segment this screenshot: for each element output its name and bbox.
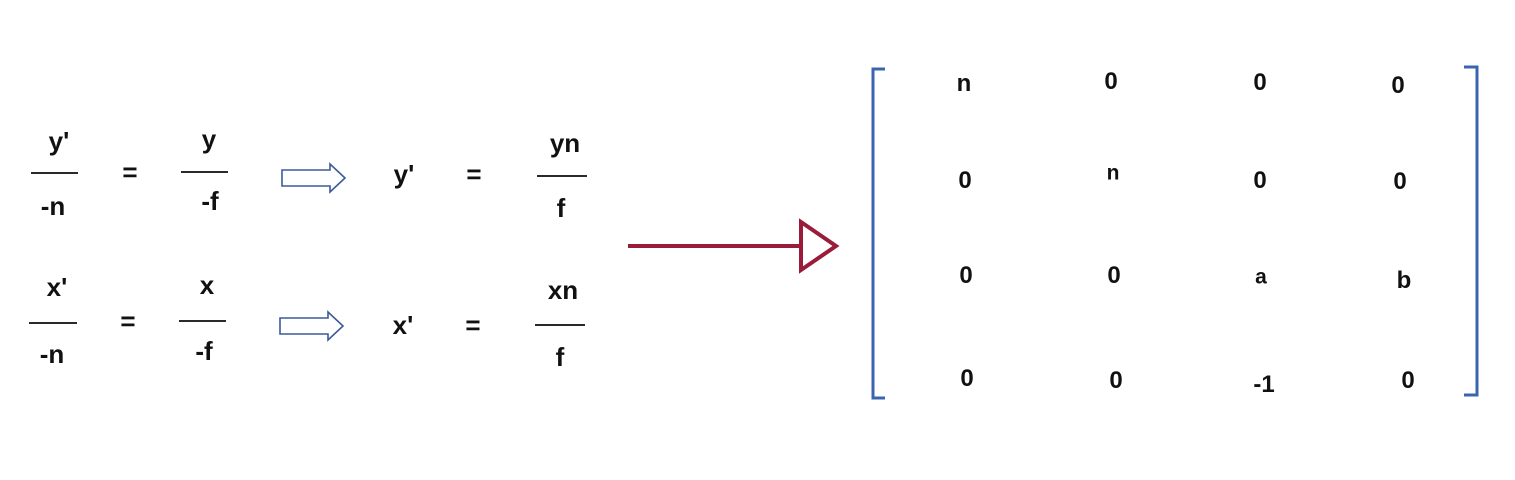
eq2-mid-denominator: -f <box>195 336 213 366</box>
eq1-mid-numerator: y <box>201 124 217 154</box>
matrix-right-bracket <box>1464 65 1479 397</box>
matrix-cell-r4-c2: 0 <box>1109 367 1123 394</box>
eq1-lhs-denominator: -n <box>40 191 66 221</box>
eq1-rhs-numerator: yn <box>549 128 581 158</box>
matrix-cell-r1-c1: n <box>956 70 972 97</box>
matrix-cell-r2-c2: n <box>1106 161 1120 185</box>
implies-arrow-1-icon <box>281 162 347 194</box>
eq2-lhs-denominator: -n <box>39 339 65 369</box>
matrix-cell-r1-c3: 0 <box>1253 69 1267 96</box>
matrix-cell-r4-c1: 0 <box>960 365 974 392</box>
matrix-cell-r2-c4: 0 <box>1393 168 1407 195</box>
eq1-rhs-fraction-bar <box>537 175 587 177</box>
implies-arrow-2-icon <box>279 310 345 342</box>
eq2-rhs-fraction-bar <box>535 324 585 326</box>
eq1-mid-fraction-bar <box>181 171 228 173</box>
eq1-equals-2: = <box>466 159 482 189</box>
eq2-mid-fraction-bar <box>179 320 226 322</box>
eq1-equals-1: = <box>122 157 138 187</box>
matrix-cell-r3-c4: b <box>1396 267 1412 294</box>
eq2-lhs-numerator: x' <box>46 272 68 302</box>
matrix-cell-r4-c3: -1 <box>1253 371 1275 398</box>
eq2-result-variable: x' <box>392 310 414 340</box>
eq2-rhs-numerator: xn <box>547 275 579 305</box>
eq2-lhs-fraction-bar <box>29 322 77 324</box>
eq2-mid-numerator: x <box>199 270 215 300</box>
matrix-cell-r2-c3: 0 <box>1253 167 1267 194</box>
eq2-equals-2: = <box>465 310 481 340</box>
eq1-lhs-fraction-bar <box>31 172 78 174</box>
matrix-cell-r3-c3: a <box>1255 265 1267 289</box>
matrix-cell-r2-c1: 0 <box>958 167 972 194</box>
matrix-cell-r4-c4: 0 <box>1401 367 1415 394</box>
eq2-rhs-denominator: f <box>555 342 565 372</box>
matrix-cell-r1-c2: 0 <box>1104 68 1118 95</box>
matrix-left-bracket <box>871 67 885 400</box>
eq1-rhs-denominator: f <box>556 193 566 223</box>
transform-arrow-icon <box>628 218 840 274</box>
matrix-cell-r3-c2: 0 <box>1107 262 1121 289</box>
eq1-lhs-numerator: y' <box>48 126 70 156</box>
eq2-equals-1: = <box>120 306 136 336</box>
eq1-result-variable: y' <box>393 159 415 189</box>
eq1-mid-denominator: -f <box>201 186 219 216</box>
matrix-cell-r3-c1: 0 <box>959 262 973 289</box>
matrix-cell-r1-c4: 0 <box>1391 72 1405 99</box>
